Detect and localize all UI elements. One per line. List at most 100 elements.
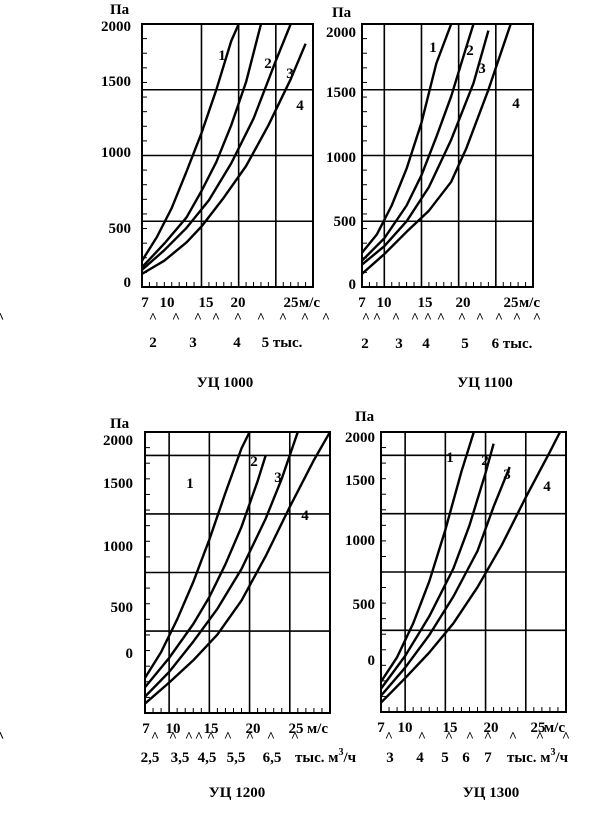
x-axis-unit-label: м/с <box>544 720 565 736</box>
flow-tick-label: 6 <box>462 750 470 766</box>
flow-caret-mark: ^ <box>458 311 466 326</box>
flow-caret-mark: ^ <box>224 730 232 745</box>
y-tick-label: 2000 <box>345 430 375 446</box>
flow-caret-mark: ^ <box>509 730 517 745</box>
series-line-4 <box>145 432 330 705</box>
flow-caret-mark: ^ <box>533 311 541 326</box>
y-tick-label: 500 <box>334 214 357 230</box>
flow-tick-label: 4 <box>233 335 241 351</box>
flow-caret-mark: ^ <box>322 311 330 326</box>
curve-label: 1 <box>429 40 437 56</box>
flow-caret-mark: ^ <box>195 730 203 745</box>
y-tick-label: 1000 <box>103 539 133 555</box>
x-axis-unit-label: м/с <box>519 295 540 311</box>
series-line-2 <box>362 24 475 262</box>
y-tick-label: 500 <box>109 221 132 237</box>
flow-tick-label: 3 <box>386 750 394 766</box>
flow-caret-mark: ^ <box>301 311 309 326</box>
flow-caret-mark: ^ <box>246 730 254 745</box>
curve-label: 4 <box>543 479 551 495</box>
flow-tick-label: 5,5 <box>227 750 246 766</box>
flow-caret-mark: ^ <box>424 311 432 326</box>
flow-caret-mark: ^ <box>172 311 180 326</box>
y-tick-label: 2000 <box>101 19 131 35</box>
flow-tick-label: 5 тыс. <box>262 335 303 351</box>
series-line-2 <box>145 455 267 688</box>
flow-caret-mark: ^ <box>418 730 426 745</box>
flow-caret-mark: ^ <box>0 730 4 745</box>
flow-tick-label: 3,5 <box>171 750 190 766</box>
y-tick-label: 1500 <box>326 85 356 101</box>
chart-title: УЦ 1000 <box>197 375 253 391</box>
flow-caret-mark: ^ <box>476 311 484 326</box>
flow-caret-mark: ^ <box>169 730 177 745</box>
flow-caret-mark: ^ <box>212 311 220 326</box>
flow-unit-main: тыс. м <box>507 750 550 766</box>
y-axis-unit-label: Па <box>110 2 130 18</box>
flow-caret-mark: ^ <box>495 311 503 326</box>
curve-label: 4 <box>301 508 309 524</box>
curve-label: 2 <box>466 43 474 59</box>
x-tick-label: 15 <box>204 721 219 737</box>
y-axis-unit-label: Па <box>110 416 130 432</box>
x-tick-label: 15 <box>199 295 214 311</box>
series-line-3 <box>145 432 299 698</box>
x-tick-label: 25 <box>289 721 304 737</box>
x-tick-label: 20 <box>231 295 246 311</box>
flow-caret-mark: ^ <box>484 730 492 745</box>
flow-tick-label: 2,5 <box>141 750 160 766</box>
flow-caret-mark: ^ <box>562 730 570 745</box>
flow-caret-mark: ^ <box>291 730 299 745</box>
chart-title: УЦ 1100 <box>457 375 513 391</box>
series-line-1 <box>142 24 240 262</box>
x-tick-label: 10 <box>166 721 181 737</box>
flow-tick-label: 4 <box>416 750 424 766</box>
y-tick-label: 500 <box>111 600 134 616</box>
x-tick-label: 20 <box>246 721 261 737</box>
flow-caret-mark: ^ <box>466 730 474 745</box>
chart-title: УЦ 1200 <box>209 785 265 801</box>
curve-label: 4 <box>512 96 520 112</box>
flow-caret-mark: ^ <box>513 311 521 326</box>
x-tick-label: 15 <box>418 295 433 311</box>
curve-label: 2 <box>264 56 272 72</box>
flow-caret-mark: ^ <box>373 311 381 326</box>
y-tick-label: 2000 <box>326 25 356 41</box>
flow-tick-label: 2 <box>149 335 157 351</box>
x-tick-label: 25 <box>504 295 519 311</box>
y-axis-unit-label: Па <box>332 5 352 21</box>
flow-caret-mark: ^ <box>362 311 370 326</box>
x-tick-label: 20 <box>456 295 471 311</box>
x-tick-label: 7 <box>377 720 385 736</box>
y-tick-label: 2000 <box>103 433 133 449</box>
flow-tick-label: 2 <box>361 336 369 352</box>
series-line-4 <box>142 43 307 275</box>
series-line-2 <box>381 443 495 690</box>
flow-caret-mark: ^ <box>257 311 265 326</box>
y-tick-label: 500 <box>353 597 376 613</box>
flow-caret-mark: ^ <box>0 311 4 326</box>
x-tick-label: 25 <box>531 720 546 736</box>
flow-tick-label: 4,5 <box>198 750 217 766</box>
y-tick-label: 0 <box>124 275 132 291</box>
flow-caret-mark: ^ <box>0 730 4 745</box>
flow-tick-label: 4 <box>422 336 430 352</box>
flow-tick-label: 3 <box>189 335 197 351</box>
x-axis-unit-label: м/с <box>307 721 328 737</box>
flow-caret-mark: ^ <box>411 311 419 326</box>
flow-unit-tail: /ч <box>342 750 356 766</box>
x-tick-label: 7 <box>142 721 150 737</box>
curve-label: 3 <box>478 61 486 77</box>
flow-unit-main: тыс. м <box>295 750 338 766</box>
series-line-3 <box>362 30 490 266</box>
y-tick-label: 1000 <box>326 150 356 166</box>
x-tick-label: 20 <box>484 720 499 736</box>
chart-title: УЦ 1300 <box>463 785 519 801</box>
flow-tick-label: 7 <box>484 750 492 766</box>
y-tick-label: 1000 <box>101 145 131 161</box>
flow-caret-mark: ^ <box>445 730 453 745</box>
